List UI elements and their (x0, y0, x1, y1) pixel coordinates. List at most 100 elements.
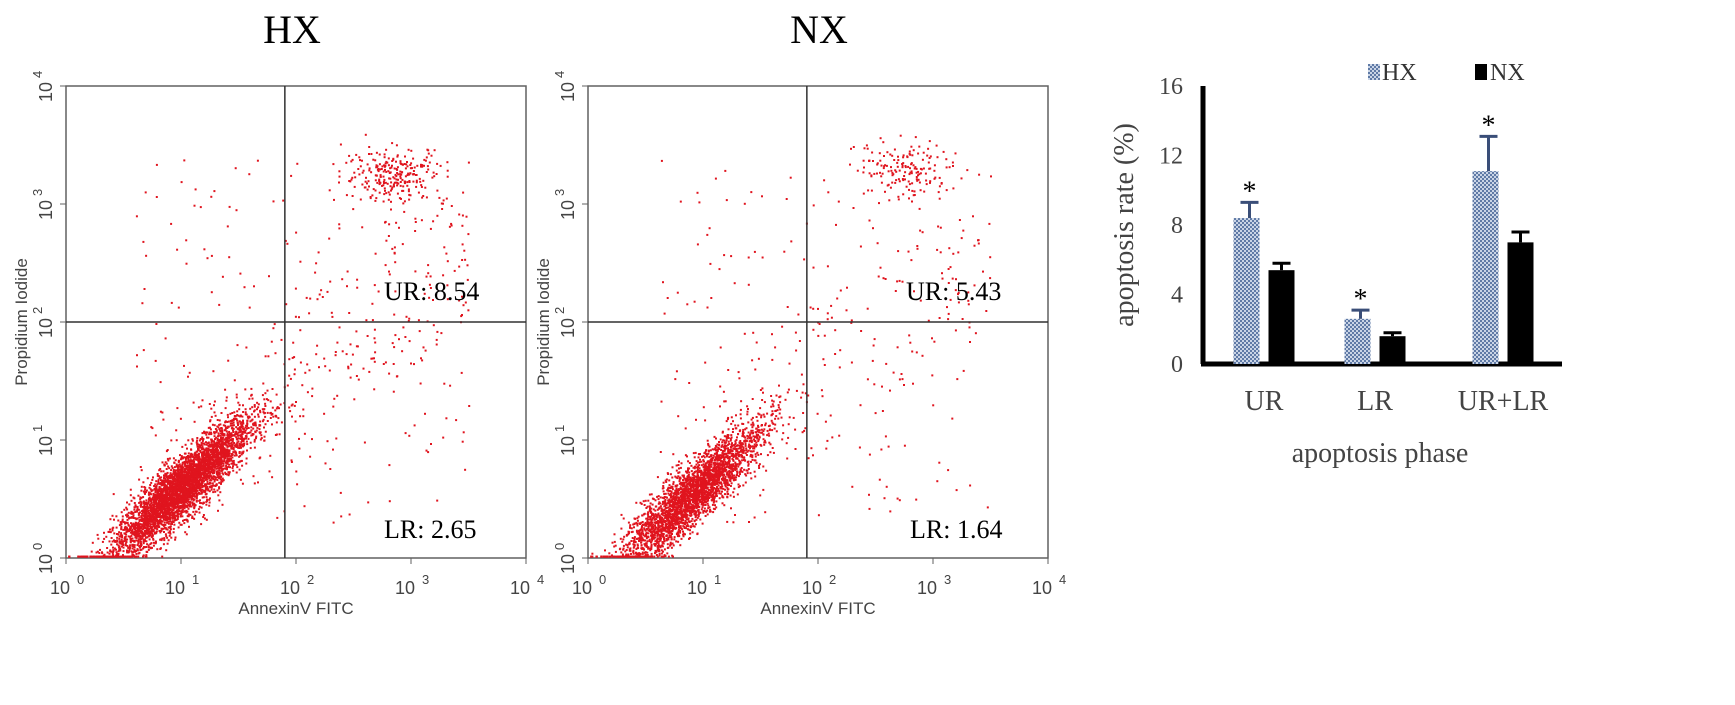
event-dot (168, 494, 171, 497)
event-dot (169, 487, 172, 490)
event-dot (161, 492, 164, 495)
event-dot (140, 485, 143, 488)
event-dot (201, 432, 204, 435)
event-dot (169, 532, 172, 535)
event-dot (404, 336, 407, 338)
event-dot (134, 532, 137, 535)
event-dot (280, 338, 283, 341)
event-dot (178, 482, 181, 485)
event-dot (153, 515, 156, 518)
event-dot (221, 477, 224, 480)
event-dot (166, 476, 168, 479)
event-dot (232, 465, 234, 468)
event-dot (170, 465, 173, 468)
event-dot (200, 489, 203, 492)
event-dot (446, 298, 449, 301)
event-dot (235, 430, 238, 433)
event-dot (338, 326, 341, 329)
event-dot (171, 485, 174, 488)
event-dot (181, 473, 184, 476)
event-dot (159, 538, 162, 541)
event-dot (404, 432, 407, 435)
event-dot (384, 168, 386, 171)
event-dot (187, 474, 190, 477)
event-dot (167, 459, 170, 462)
event-dot (194, 487, 197, 490)
event-dot (187, 455, 190, 458)
event-dot (209, 459, 212, 462)
event-dot (239, 478, 242, 481)
event-dot (180, 500, 183, 503)
event-dot (197, 406, 200, 409)
event-dot (225, 464, 228, 467)
event-dot (138, 516, 141, 519)
event-dot (445, 252, 448, 255)
event-dot (160, 530, 163, 532)
event-dot (172, 521, 175, 523)
event-dot (157, 510, 159, 512)
event-dot (163, 539, 166, 542)
event-dot (216, 474, 219, 477)
event-dot (205, 463, 207, 466)
event-dot (388, 223, 391, 226)
event-dot (232, 429, 234, 432)
event-dot (167, 509, 170, 512)
event-dot (185, 518, 188, 521)
event-dot (443, 382, 446, 385)
dots-nx (590, 134, 992, 558)
event-dot (423, 292, 426, 295)
event-dot (211, 484, 214, 487)
event-dot (187, 481, 190, 484)
event-dot (207, 441, 210, 444)
event-dot (168, 506, 171, 509)
event-dot (155, 485, 158, 488)
event-dot (155, 514, 157, 517)
event-dot (219, 462, 222, 465)
event-dot (149, 484, 152, 486)
event-dot (363, 441, 366, 444)
event-dot (162, 470, 165, 473)
event-dot (198, 457, 201, 460)
event-dot (163, 479, 166, 482)
event-dot (139, 534, 142, 537)
event-dot (290, 459, 293, 462)
event-dot (403, 210, 406, 213)
event-dot (242, 411, 245, 413)
event-dot (467, 309, 470, 312)
event-dot (349, 343, 352, 346)
event-dot (224, 471, 227, 474)
event-dot (288, 358, 291, 361)
event-dot (625, 543, 628, 546)
event-dot (234, 433, 237, 436)
event-dot (174, 500, 177, 503)
event-dot (182, 497, 185, 500)
event-dot (213, 404, 215, 407)
event-dot (383, 153, 386, 156)
event-dot (218, 467, 221, 469)
event-dot (97, 555, 100, 558)
event-dot (200, 506, 203, 509)
event-dot (170, 496, 173, 499)
event-dot (136, 365, 138, 368)
event-dot (348, 154, 351, 157)
event-dot (247, 417, 250, 420)
event-dot (193, 474, 196, 477)
event-dot (169, 517, 172, 520)
panel-title-nx: NX (790, 7, 848, 52)
event-dot (197, 508, 200, 511)
event-dot (276, 406, 279, 409)
event-dot (188, 464, 191, 467)
y-axis-label-hx: Propidium Iodide (12, 258, 31, 386)
event-dot (218, 438, 220, 441)
event-dot (221, 440, 224, 443)
event-dot (138, 530, 141, 533)
event-dot (161, 497, 164, 500)
event-dot (253, 482, 256, 485)
event-dot (211, 469, 214, 472)
event-dot (134, 521, 137, 524)
event-dot (433, 175, 436, 178)
event-dot (425, 171, 428, 173)
event-dot (254, 431, 257, 434)
event-dot (306, 391, 309, 394)
